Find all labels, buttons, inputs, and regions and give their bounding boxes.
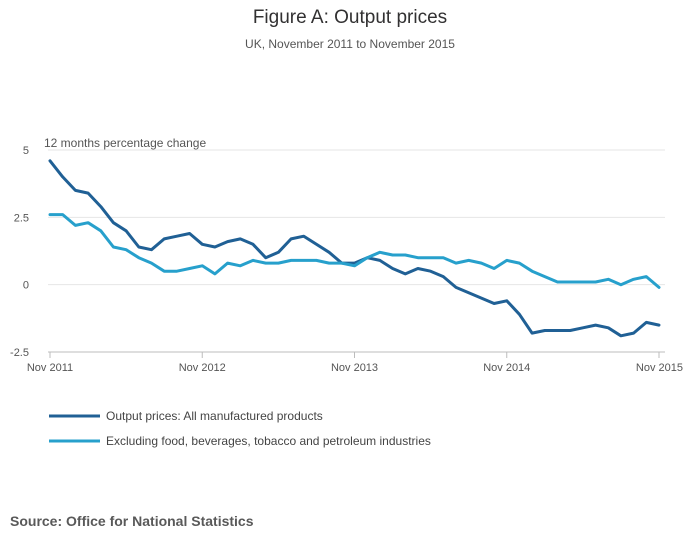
gridlines xyxy=(48,149,665,286)
y-tick-label: 2.5 xyxy=(14,212,29,224)
legend: Output prices: All manufactured products… xyxy=(49,409,431,448)
chart-subtitle: UK, November 2011 to November 2015 xyxy=(245,37,455,51)
y-axis-ticks: -2.5 0 2.5 5 xyxy=(10,145,29,359)
series-lines xyxy=(48,159,661,338)
y-tick-label: -2.5 xyxy=(10,347,29,359)
y-tick-label: 5 xyxy=(23,145,29,157)
legend-label-1: Output prices: All manufactured products xyxy=(106,409,323,423)
x-tick-label: Nov 2011 xyxy=(27,362,73,374)
series-line-1 xyxy=(48,159,661,338)
x-tick-label: Nov 2015 xyxy=(636,362,683,374)
x-axis-ticks: Nov 2011 Nov 2012 Nov 2013 Nov 2014 Nov 2015 xyxy=(27,352,683,374)
x-tick-label: Nov 2013 xyxy=(331,362,378,374)
y-axis-label: 12 months percentage change xyxy=(44,136,206,150)
chart-title: Figure A: Output prices xyxy=(252,7,448,28)
legend-label-2: Excluding food, beverages, tobacco and p… xyxy=(106,434,431,448)
x-tick-label: Nov 2014 xyxy=(483,362,530,374)
source-note: Source: Office for National Statistics xyxy=(10,513,254,529)
y-tick-label: 0 xyxy=(23,280,29,292)
series-line-2 xyxy=(48,213,661,289)
x-tick-label: Nov 2012 xyxy=(179,362,226,374)
